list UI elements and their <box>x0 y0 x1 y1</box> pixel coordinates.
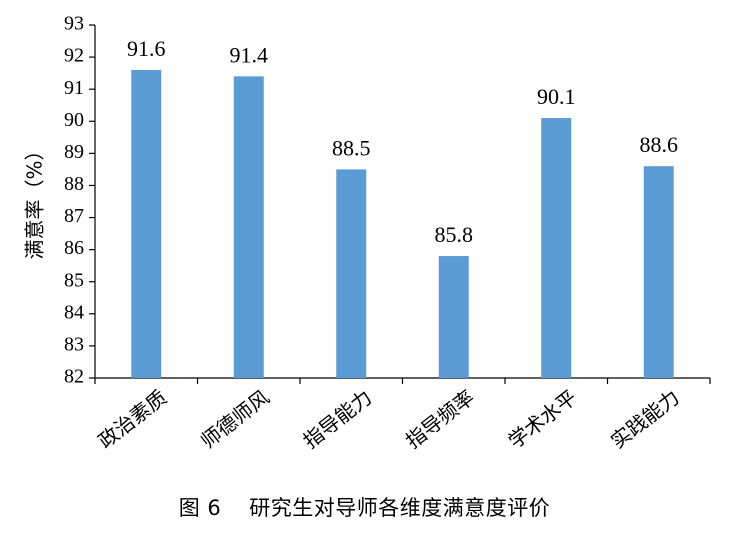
y-tick-label: 93 <box>64 13 84 35</box>
data-label: 91.4 <box>230 42 269 67</box>
bar <box>131 69 162 378</box>
data-label: 88.6 <box>640 132 679 157</box>
category-label: 师德师风 <box>196 385 274 453</box>
y-tick-label: 91 <box>64 77 84 99</box>
category-label: 政治素质 <box>94 385 172 453</box>
category-label: 实践能力 <box>606 385 684 453</box>
figure-number: 图 6 <box>178 496 222 520</box>
category-label: 学术水平 <box>504 385 582 453</box>
category-label: 指导能力 <box>299 385 377 453</box>
data-labels: 91.6 91.4 88.5 85.8 90.1 88.6 <box>127 36 678 247</box>
bar <box>336 169 367 378</box>
y-tick-label: 83 <box>64 334 84 356</box>
data-label: 91.6 <box>127 36 166 61</box>
y-tick-label: 88 <box>64 173 84 195</box>
category-labels: 政治素质 师德师风 指导能力 指导频率 学术水平 实践能力 <box>94 385 684 453</box>
category-label: 指导频率 <box>401 385 479 453</box>
y-axis: 82 83 84 85 86 87 88 89 90 91 92 93 <box>64 13 96 388</box>
y-tick-label: 85 <box>64 269 84 291</box>
y-tick-label: 90 <box>64 109 84 131</box>
y-tick-label: 86 <box>64 237 84 259</box>
data-label: 88.5 <box>332 135 371 160</box>
y-tick-label: 87 <box>64 205 84 227</box>
bar <box>643 166 674 378</box>
bar <box>541 118 572 379</box>
bar <box>438 256 469 378</box>
bars <box>131 69 674 379</box>
y-tick-label: 92 <box>64 45 84 67</box>
x-axis <box>94 377 711 384</box>
y-tick-label: 84 <box>64 301 84 323</box>
data-label: 90.1 <box>537 84 576 109</box>
data-label: 85.8 <box>435 222 474 247</box>
y-tick-label: 89 <box>64 141 84 163</box>
figure-caption: 图 6 研究生对导师各维度满意度评价 <box>0 492 729 522</box>
y-tick-label: 82 <box>64 366 84 388</box>
y-axis-label: 满意率（%） <box>23 140 47 259</box>
figure-title: 研究生对导师各维度满意度评价 <box>249 496 551 520</box>
bar <box>233 76 264 378</box>
